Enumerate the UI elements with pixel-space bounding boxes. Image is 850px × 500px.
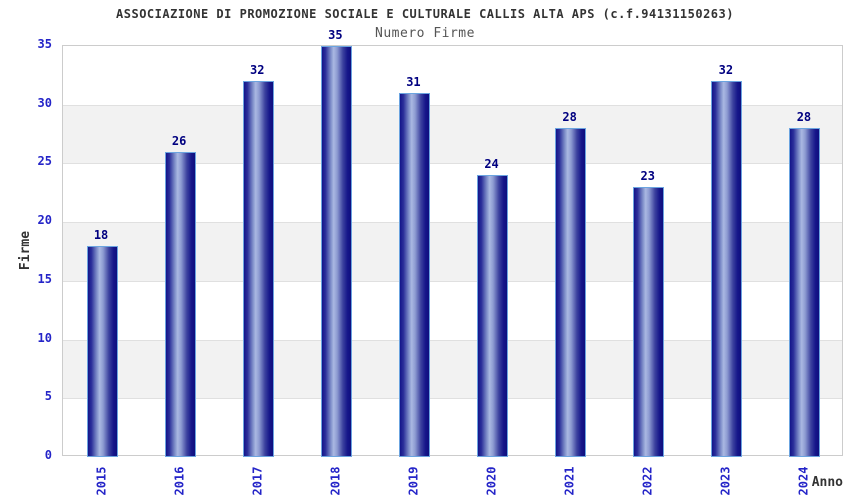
x-tick-label: 2016 xyxy=(172,466,187,496)
x-tick-label: 2021 xyxy=(562,466,577,496)
bar-2019 xyxy=(398,92,430,457)
bar-value-label: 28 xyxy=(562,110,577,125)
bar-2018 xyxy=(320,46,352,457)
bar-value-label: 28 xyxy=(796,110,812,125)
x-tick-label: 2019 xyxy=(406,466,421,496)
chart-subtitle: Numero Firme xyxy=(375,26,475,41)
x-tick-label: 2023 xyxy=(718,466,733,496)
x-axis-title: Anno xyxy=(811,475,843,490)
bar-value-label: 24 xyxy=(484,157,499,172)
y-tick-label: 0 xyxy=(44,448,52,462)
bar-value-label: 18 xyxy=(93,227,109,242)
bar-value-label: 26 xyxy=(171,133,187,148)
bar-value-label: 31 xyxy=(406,74,421,89)
bar-2022 xyxy=(633,186,665,457)
x-tick-label: 2022 xyxy=(640,466,655,496)
bar-2020 xyxy=(477,175,509,457)
x-tick-label: 2015 xyxy=(94,466,109,496)
bar-value-label: 23 xyxy=(640,168,655,183)
bar-value-label: 32 xyxy=(718,63,734,78)
chart-title: ASSOCIAZIONE DI PROMOZIONE SOCIALE E CUL… xyxy=(116,7,734,21)
bar-2016 xyxy=(164,151,196,457)
plot-area xyxy=(62,45,843,457)
plot-band xyxy=(63,398,842,457)
bar-value-label: 32 xyxy=(250,63,265,78)
y-tick-label: 35 xyxy=(37,37,52,51)
y-tick-label: 10 xyxy=(37,330,52,345)
y-tick-label: 5 xyxy=(44,389,52,404)
plot-band xyxy=(63,280,842,340)
x-tick-label: 2018 xyxy=(328,466,343,496)
bar-2023 xyxy=(711,81,743,457)
bar-2015 xyxy=(86,245,118,457)
bar-2021 xyxy=(555,128,587,457)
x-tick-label: 2020 xyxy=(484,466,499,496)
y-tick-label: 25 xyxy=(37,154,52,169)
bar-value-label: 35 xyxy=(328,28,343,42)
plot-band xyxy=(63,163,842,222)
y-tick-label: 15 xyxy=(37,271,52,286)
bar-2017 xyxy=(242,81,274,457)
bar-2024 xyxy=(789,128,821,457)
x-tick-label: 2017 xyxy=(250,466,265,496)
y-tick-label: 20 xyxy=(37,213,52,228)
y-tick-label: 30 xyxy=(37,95,52,110)
